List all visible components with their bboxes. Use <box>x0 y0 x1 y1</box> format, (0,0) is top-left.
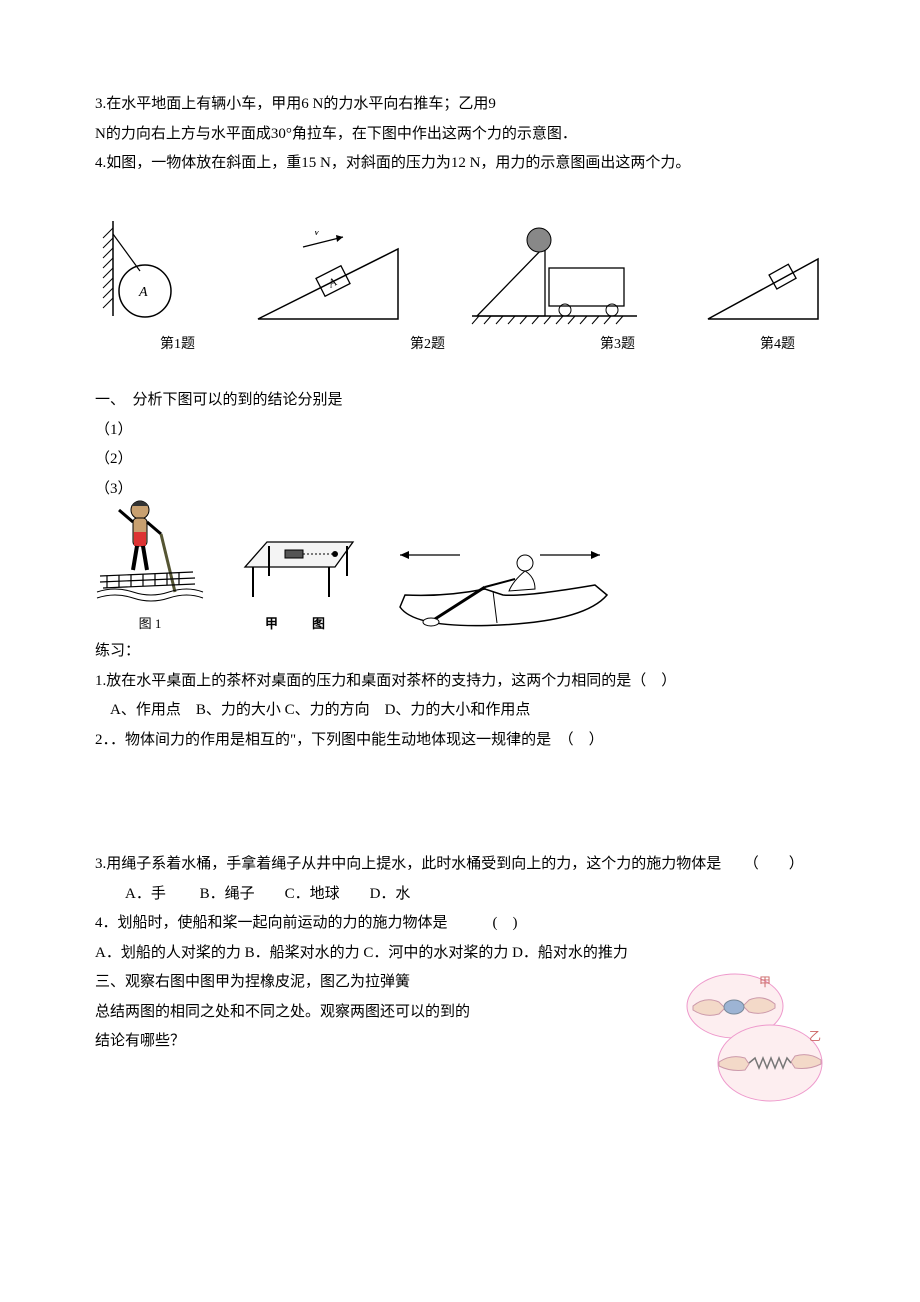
practice-3: 3.用绳子系着水桶，手拿着绳子从井中向上提水，此时水桶受到向上的力，这个力的施力… <box>95 850 825 879</box>
label-jia: 甲 <box>265 612 278 637</box>
figure-jia: 甲 图 <box>225 502 365 637</box>
figure-boat <box>385 537 615 637</box>
blank-1: （1） <box>95 416 825 445</box>
figure-hands: 甲 乙 <box>675 968 825 1108</box>
question-4: 4.如图，一物体放在斜面上，重15 N，对斜面的压力为12 N，用力的示意图画出… <box>95 149 825 178</box>
label-tu1: 图 1 <box>95 612 205 637</box>
caption-1: 第1题 <box>160 332 195 359</box>
lianxi-heading: 练习： <box>95 637 825 666</box>
figure-tu1: 图 1 <box>95 492 205 637</box>
figure-q2-right <box>467 226 642 326</box>
figure-q2-left: A v <box>248 231 408 326</box>
figure-q4 <box>700 241 825 326</box>
blank-2: （2） <box>95 445 825 474</box>
blank-space <box>95 755 825 850</box>
figures-row-2: 图 1 甲 图 <box>95 507 825 637</box>
caption-4: 第4题 <box>760 332 795 359</box>
svg-text:v: v <box>314 231 320 238</box>
label-tu: 图 <box>312 612 325 637</box>
svg-text:A: A <box>325 274 339 291</box>
question-3-line1: 3.在水平地面上有辆小车，甲用6 N的力水平向右推车；乙用9 <box>95 90 825 119</box>
hand-label-jia: 甲 <box>759 975 771 989</box>
practice-4: 4．划船时，使船和桨一起向前运动的力的施力物体是 ( ) <box>95 909 825 938</box>
practice-1-options: A、作用点 B、力的大小 C、力的方向 D、力的大小和作用点 <box>110 696 825 725</box>
hand-label-yi: 乙 <box>809 1029 821 1043</box>
caption-3: 第3题 <box>600 332 635 359</box>
figure-captions: 第1题 第2题 第3题 第4题 <box>95 332 825 359</box>
practice-1: 1.放在水平桌面上的茶杯对桌面的压力和桌面对茶杯的支持力，这两个力相同的是（ ） <box>95 667 825 696</box>
question-3-line2: N的力向右上方与水平面成30°角拉车，在下图中作出这两个力的示意图． <box>95 120 825 149</box>
svg-text:A: A <box>138 285 148 300</box>
practice-3-options: A．手 B．绳子 C．地球 D．水 <box>125 880 825 909</box>
figure-q1: A <box>95 216 190 326</box>
figures-row-1: A A v <box>95 206 825 326</box>
section-1-heading: 一、 分析下图可以的到的结论分别是 <box>95 386 825 415</box>
practice-2: 2．．物体间力的作用是相互的"，下列图中能生动地体现这一规律的是 （ ） <box>95 726 825 755</box>
caption-2: 第2题 <box>410 332 445 359</box>
practice-4-options: A．划船的人对桨的力 B．船桨对水的力 C．河中的水对桨的力 D．船对水的推力 <box>95 939 825 968</box>
